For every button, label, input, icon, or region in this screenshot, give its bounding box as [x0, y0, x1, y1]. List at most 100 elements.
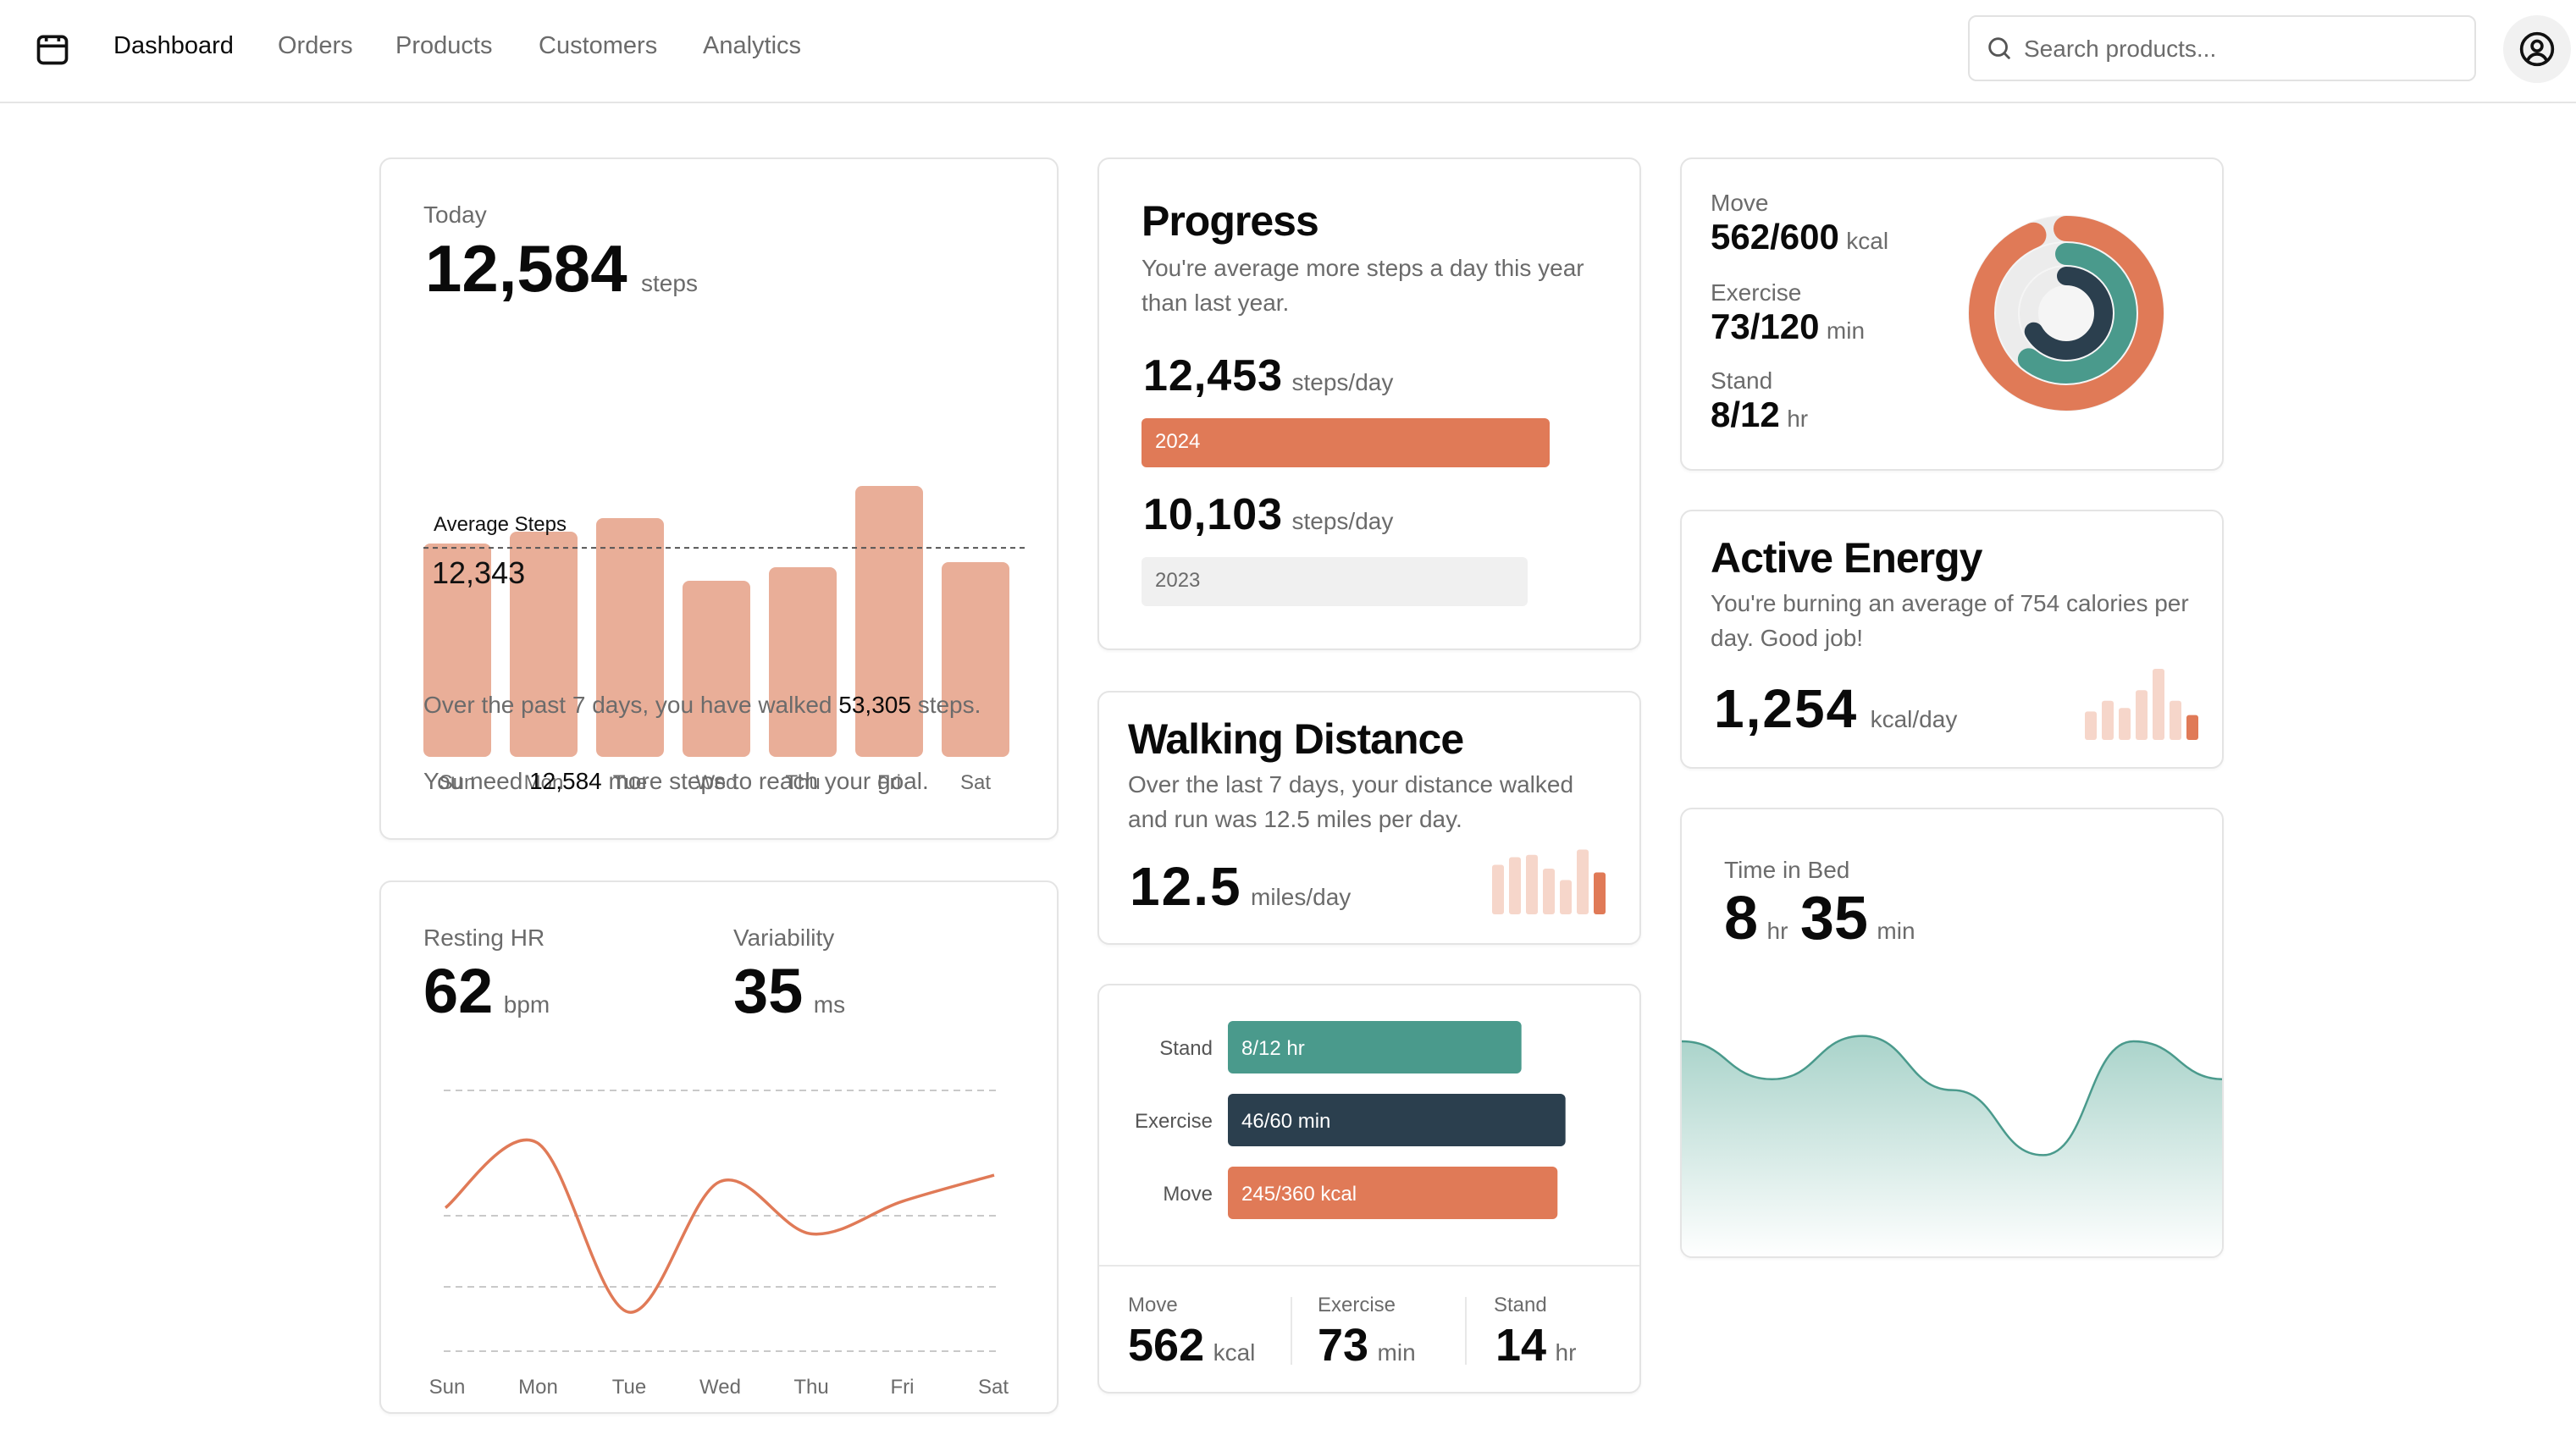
walking-sparkline-bar	[1560, 880, 1572, 914]
nav-link-dashboard[interactable]: Dashboard	[113, 32, 234, 59]
top-navigation: Dashboard Orders Products Customers Anal…	[0, 0, 2576, 103]
footer-exercise-unit: min	[1377, 1339, 1416, 1366]
footer-stand-value: 14	[1495, 1320, 1547, 1371]
steps-bar-mon	[510, 532, 578, 757]
activity-card: Stand 8/12 hr Exercise 46/60 min Move 245/360…	[1097, 984, 1641, 1394]
progress-2024-unit: steps/day	[1291, 369, 1394, 395]
time-in-bed-area-chart	[1682, 1035, 2222, 1256]
activity-bar-exercise	[1228, 1094, 1566, 1146]
steps-today-unit: steps	[641, 270, 698, 296]
steps-x-tick-label: Fri	[877, 771, 901, 794]
ring-move	[1969, 216, 2164, 411]
activity-bar-stand	[1228, 1021, 1522, 1073]
active-energy-card: Active Energy You're burning an average …	[1680, 510, 2224, 769]
steps-x-tick-label: Tue	[613, 771, 647, 794]
rings-stand-value: 8/12	[1711, 395, 1780, 434]
energy-sparkline-bar	[2119, 708, 2131, 740]
energy-title: Active Energy	[1711, 534, 1982, 582]
rings-move-group: 562/600 kcal	[1711, 217, 1888, 257]
bed-hours-unit: hr	[1766, 918, 1788, 944]
footer-move-value: 562	[1128, 1320, 1205, 1371]
footer-separator	[1291, 1297, 1292, 1365]
steps-today-value-group: 12,584 steps	[425, 230, 698, 307]
heart-rate-line-chart: Sun Mon Tue Wed Thu Fri Sat	[429, 1090, 1009, 1399]
footer-move-label: Move	[1128, 1294, 1178, 1316]
activity-bar-chart: Stand 8/12 hr Exercise 46/60 min Move 245/360…	[1135, 1021, 1566, 1219]
search-icon	[1988, 37, 2010, 59]
average-steps-value: 12,343	[432, 555, 525, 590]
walking-sparkline-bar	[1526, 854, 1538, 914]
steps-today-label: Today	[423, 201, 487, 228]
user-avatar-button[interactable]	[2503, 15, 2571, 83]
energy-sparkline-bar	[2085, 711, 2097, 740]
store-logo-icon[interactable]	[34, 30, 71, 68]
footer-exercise-group: 73 min	[1318, 1319, 1416, 1371]
walking-title: Walking Distance	[1128, 715, 1464, 763]
steps-goal-text: You need	[423, 768, 530, 794]
activity-bar-value: 245/360 kcal	[1241, 1183, 1357, 1206]
rings-move-unit: kcal	[1846, 228, 1889, 254]
energy-sparkline-bar	[2136, 690, 2148, 740]
steps-bar-tue	[596, 518, 664, 757]
variability-label: Variability	[733, 924, 835, 951]
steps-x-tick-label: Mon	[524, 771, 564, 794]
energy-value-group: 1,254 kcal/day	[1714, 677, 1957, 740]
bed-minutes-unit: min	[1877, 918, 1915, 944]
walking-sparkline	[1492, 849, 1606, 914]
rings-move-label: Move	[1711, 190, 1769, 216]
hr-line-series	[444, 1138, 995, 1314]
bed-minutes-value: 35	[1799, 885, 1868, 952]
progress-2024-group: 12,453 steps/day	[1143, 350, 1393, 401]
rings-exercise-group: 73/120 min	[1711, 306, 1865, 347]
activity-rings-chart	[1968, 215, 2164, 411]
footer-separator	[1465, 1297, 1467, 1365]
resting-hr-label: Resting HR	[423, 924, 545, 951]
search-input[interactable]	[2024, 27, 2456, 71]
activity-row-label: Stand	[1159, 1037, 1213, 1060]
walking-distance-card: Walking Distance Over the last 7 days, y…	[1097, 691, 1641, 945]
nav-link-orders[interactable]: Orders	[278, 32, 353, 59]
ring-exercise	[1996, 243, 2137, 384]
steps-today-value: 12,584	[425, 231, 627, 306]
energy-sparkline-bar	[2170, 700, 2181, 740]
user-circle-icon	[2519, 31, 2555, 67]
activity-bar-value: 46/60 min	[1241, 1110, 1330, 1133]
resting-hr-group: 62 bpm	[423, 955, 550, 1027]
steps-card: Today 12,584 steps Sun Mon Tue Wed Thu Fri Sat…	[379, 157, 1059, 840]
progress-2023-bar: 2023	[1142, 557, 1528, 606]
energy-unit: kcal/day	[1870, 706, 1958, 732]
walking-sparkline-bar	[1509, 857, 1521, 914]
bed-area-fill	[1682, 1035, 2222, 1256]
hr-x-tick-label: Sat	[978, 1376, 1009, 1399]
energy-sparkline-bar	[2102, 700, 2114, 740]
hr-x-tick-label: Sun	[429, 1376, 466, 1399]
progress-2023-year: 2023	[1155, 569, 1201, 592]
walking-value: 12.5	[1130, 856, 1242, 917]
walking-description: Over the last 7 days, your distance walk…	[1128, 771, 1574, 832]
variability-unit: ms	[813, 991, 846, 1018]
progress-2024-value: 12,453	[1143, 351, 1284, 400]
progress-card: Progress You're average more steps a day…	[1097, 157, 1641, 650]
rings-center	[2051, 298, 2081, 328]
activity-row-label: Exercise	[1135, 1110, 1213, 1133]
steps-bar-fri	[855, 486, 923, 757]
progress-2024-bar: 2024	[1142, 418, 1550, 467]
steps-bar-wed	[683, 581, 750, 757]
energy-sparkline	[2085, 669, 2198, 740]
nav-link-customers[interactable]: Customers	[539, 32, 658, 59]
energy-sparkline-bar	[2186, 715, 2198, 740]
bed-value-group: 8 hr 35 min	[1724, 884, 1915, 953]
rings-move-value: 562/600	[1711, 217, 1839, 257]
walking-sparkline-bar	[1594, 872, 1606, 914]
steps-x-tick-label: Wed	[696, 771, 738, 794]
steps-goal-value: 12,584	[529, 768, 602, 794]
search-box[interactable]	[1968, 15, 2476, 81]
activity-bar-value: 8/12 hr	[1241, 1037, 1305, 1060]
footer-move-unit: kcal	[1213, 1339, 1256, 1366]
nav-link-analytics[interactable]: Analytics	[703, 32, 802, 59]
rings-exercise-value: 73/120	[1711, 306, 1820, 346]
nav-link-products[interactable]: Products	[395, 32, 493, 59]
walking-value-group: 12.5 miles/day	[1130, 855, 1351, 918]
progress-2023-value: 10,103	[1143, 490, 1284, 539]
energy-description: You're burning an average of 754 calorie…	[1711, 590, 2189, 651]
